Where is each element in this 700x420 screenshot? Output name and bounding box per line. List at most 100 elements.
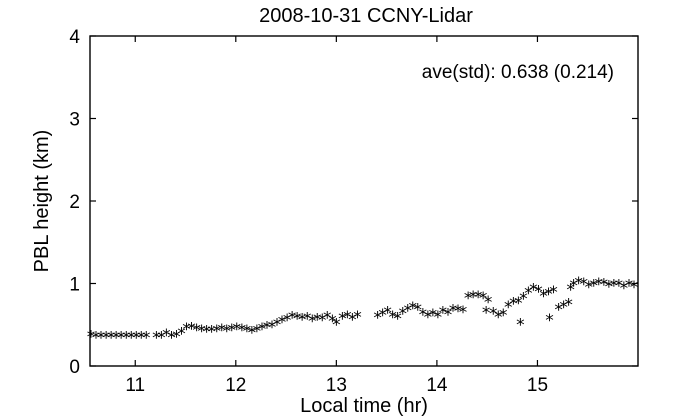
data-point: * bbox=[353, 308, 362, 328]
y-axis-label: PBL height (km) bbox=[31, 130, 53, 273]
data-point: * bbox=[323, 309, 332, 329]
data-point: * bbox=[434, 308, 443, 328]
x-tick-label: 11 bbox=[125, 375, 145, 396]
y-tick-label: 2 bbox=[69, 192, 80, 213]
data-point: * bbox=[283, 311, 292, 331]
data-point: * bbox=[459, 303, 468, 323]
data-point: * bbox=[293, 310, 302, 330]
x-axis-label: Local time (hr) bbox=[300, 395, 428, 417]
data-point: * bbox=[348, 310, 357, 330]
data-point: * bbox=[228, 321, 237, 341]
plot-frame bbox=[89, 35, 639, 367]
data-point: * bbox=[514, 294, 523, 314]
data-point: * bbox=[338, 310, 347, 330]
data-point: * bbox=[429, 306, 438, 326]
data-point: * bbox=[87, 328, 96, 348]
data-point: * bbox=[444, 305, 453, 325]
data-point: * bbox=[212, 322, 221, 342]
data-point: * bbox=[484, 293, 493, 313]
data-point: * bbox=[332, 315, 341, 335]
data-point: * bbox=[162, 326, 171, 346]
data-point: * bbox=[308, 312, 317, 332]
data-point: * bbox=[273, 315, 282, 335]
data-point: * bbox=[605, 277, 614, 297]
data-point: * bbox=[258, 320, 267, 340]
data-point: * bbox=[590, 277, 599, 297]
data-point: * bbox=[152, 328, 161, 348]
data-point: * bbox=[233, 320, 242, 340]
data-point: * bbox=[167, 328, 176, 348]
x-tick-label: 12 bbox=[225, 375, 246, 396]
data-point: * bbox=[414, 300, 423, 320]
data-point: * bbox=[524, 284, 533, 304]
data-point: * bbox=[97, 328, 106, 348]
data-point: * bbox=[378, 306, 387, 326]
data-point: * bbox=[509, 295, 518, 315]
data-point: * bbox=[544, 285, 553, 305]
data-point: * bbox=[137, 328, 146, 348]
data-point: * bbox=[388, 308, 397, 328]
data-point: * bbox=[529, 281, 538, 301]
data-point: * bbox=[539, 287, 548, 307]
data-point: * bbox=[177, 324, 186, 344]
data-point: * bbox=[464, 289, 473, 309]
data-point: * bbox=[482, 304, 491, 324]
data-point: * bbox=[615, 277, 624, 297]
x-tick-label: 15 bbox=[527, 375, 548, 396]
data-point: * bbox=[579, 275, 588, 295]
data-point: * bbox=[574, 274, 583, 294]
data-point: * bbox=[288, 309, 297, 329]
data-point: * bbox=[424, 308, 433, 328]
data-point: * bbox=[504, 298, 513, 318]
data-point: * bbox=[238, 321, 247, 341]
data-point: * bbox=[469, 288, 478, 308]
chart-title: 2008-10-31 CCNY-Lidar bbox=[259, 5, 473, 27]
data-point: * bbox=[439, 304, 448, 324]
data-point: * bbox=[303, 310, 312, 330]
data-point: * bbox=[409, 299, 418, 319]
data-point: * bbox=[584, 278, 593, 298]
data-point: * bbox=[545, 311, 554, 331]
data-point: * bbox=[403, 301, 412, 321]
data-point: * bbox=[620, 279, 629, 299]
data-point: * bbox=[419, 305, 428, 325]
data-point: * bbox=[122, 328, 131, 348]
data-point: * bbox=[117, 328, 126, 348]
data-point: * bbox=[172, 328, 181, 348]
data-point: * bbox=[187, 319, 196, 339]
data-point: * bbox=[474, 288, 483, 308]
data-point: * bbox=[499, 306, 508, 326]
data-point: * bbox=[610, 277, 619, 297]
data-point: * bbox=[454, 302, 463, 322]
data-point: * bbox=[313, 310, 322, 330]
x-tick-label: 13 bbox=[326, 375, 347, 396]
data-point: * bbox=[398, 305, 407, 325]
data-point: * bbox=[192, 321, 201, 341]
data-point: * bbox=[549, 283, 558, 303]
data-point: * bbox=[373, 309, 382, 329]
data-point: * bbox=[278, 313, 287, 333]
data-point: * bbox=[564, 295, 573, 315]
y-tick-label: 3 bbox=[69, 110, 80, 131]
data-point: * bbox=[127, 328, 136, 348]
data-point: * bbox=[559, 298, 568, 318]
data-point: * bbox=[534, 282, 543, 302]
data-point: * bbox=[489, 305, 498, 325]
data-point: * bbox=[595, 275, 604, 295]
data-point: * bbox=[243, 322, 252, 342]
data-point: * bbox=[112, 328, 121, 348]
data-point: * bbox=[157, 328, 166, 348]
data-point: * bbox=[207, 323, 216, 343]
data-point: * bbox=[202, 323, 211, 343]
data-point: * bbox=[519, 290, 528, 310]
data-point: * bbox=[132, 328, 141, 348]
data-point: * bbox=[217, 321, 226, 341]
data-point: * bbox=[222, 322, 231, 342]
y-tick-label: 1 bbox=[69, 275, 80, 296]
data-point: * bbox=[328, 312, 337, 332]
data-point: * bbox=[253, 322, 262, 342]
stats-annotation: ave(std): 0.638 (0.214) bbox=[422, 62, 614, 83]
data-point: * bbox=[268, 318, 277, 338]
